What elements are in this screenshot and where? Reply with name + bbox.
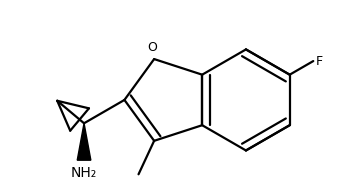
Text: F: F — [316, 54, 323, 68]
Text: O: O — [147, 41, 157, 54]
Text: NH₂: NH₂ — [71, 166, 97, 180]
Polygon shape — [77, 123, 91, 160]
